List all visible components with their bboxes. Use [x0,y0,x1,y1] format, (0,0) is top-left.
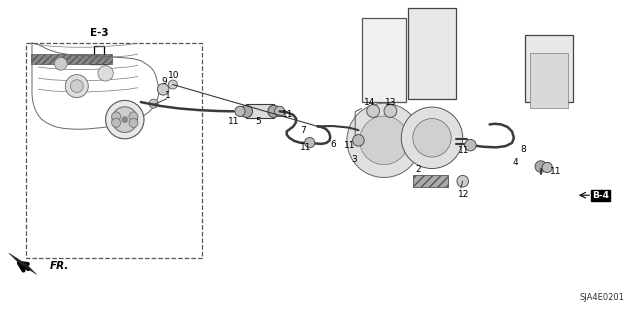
Text: 11: 11 [300,143,311,152]
Circle shape [168,80,177,89]
Text: 7: 7 [300,126,305,135]
Circle shape [235,106,245,116]
Text: 11: 11 [344,141,356,150]
Text: 1: 1 [165,91,170,100]
Circle shape [106,100,144,139]
Circle shape [367,105,380,117]
Circle shape [457,175,468,187]
Circle shape [157,84,169,95]
Circle shape [111,118,120,127]
Bar [530,53,568,108]
Bar [246,104,275,118]
Text: 12: 12 [458,190,470,199]
Text: 13: 13 [385,98,396,107]
Circle shape [347,103,421,177]
Circle shape [241,105,253,117]
Circle shape [353,135,364,146]
Circle shape [305,137,315,148]
Text: 6: 6 [330,140,335,149]
Text: 2: 2 [415,165,420,174]
Text: 11: 11 [458,146,470,155]
Text: 9: 9 [162,77,167,86]
Circle shape [542,162,552,173]
Circle shape [129,118,138,127]
Polygon shape [90,46,108,64]
Bar [525,35,573,102]
Text: 11: 11 [282,110,294,119]
Text: 3: 3 [351,155,356,164]
Text: B-4: B-4 [592,191,609,200]
Circle shape [465,139,476,151]
Circle shape [384,105,397,117]
Bar [26,43,202,258]
Text: SJA4E0201: SJA4E0201 [579,293,624,302]
Text: B-4: B-4 [592,191,609,200]
Text: 11: 11 [550,167,561,176]
Text: 8: 8 [521,145,526,154]
Circle shape [401,107,463,168]
Circle shape [413,119,451,157]
Polygon shape [31,54,112,64]
Text: 11: 11 [228,117,239,126]
Circle shape [70,80,83,93]
Circle shape [122,116,128,123]
Text: 10: 10 [168,71,180,80]
Circle shape [98,66,113,81]
Circle shape [129,112,138,121]
Text: E-3: E-3 [90,28,109,39]
Circle shape [268,105,280,117]
Bar [408,8,456,99]
Circle shape [535,161,547,172]
Circle shape [360,116,408,165]
Text: 5: 5 [255,117,260,126]
Text: 4: 4 [513,158,518,167]
Bar [362,18,406,102]
Text: 14: 14 [364,98,376,107]
Polygon shape [413,175,448,187]
Circle shape [275,106,285,116]
Text: FR.: FR. [50,261,69,271]
Circle shape [111,112,120,121]
Circle shape [112,107,138,132]
Circle shape [65,75,88,98]
Circle shape [54,57,67,70]
Polygon shape [9,253,36,275]
Circle shape [149,99,158,108]
